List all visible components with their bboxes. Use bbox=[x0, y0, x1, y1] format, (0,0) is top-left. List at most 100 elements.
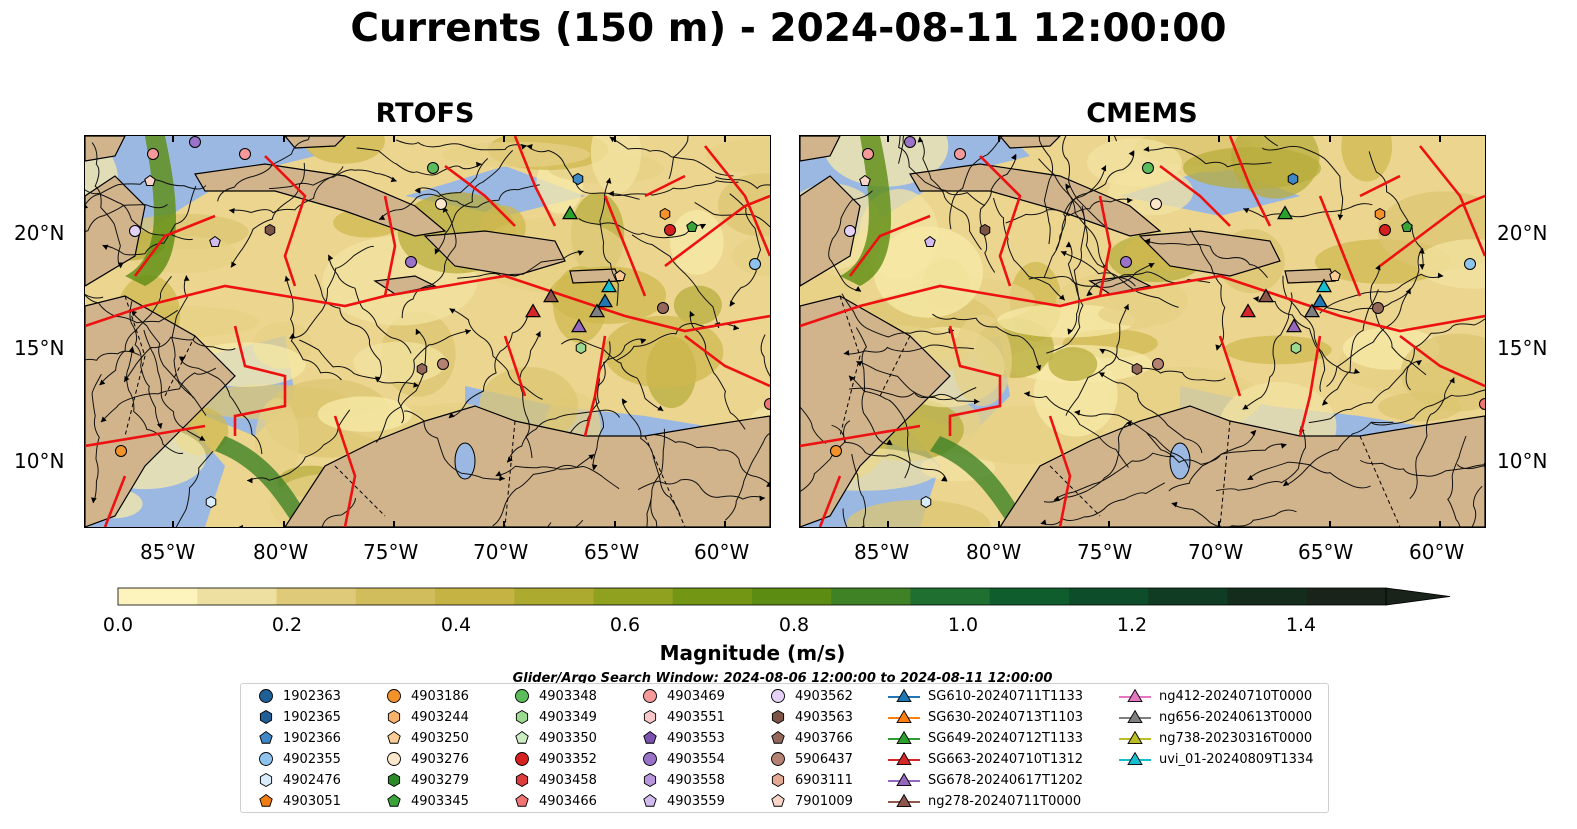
hexagon-marker-icon bbox=[387, 772, 401, 788]
magnitude-patch bbox=[1182, 147, 1322, 189]
legend-label: uvi_01-20240809T1334 bbox=[1159, 751, 1314, 767]
streamline-arrow-icon bbox=[1215, 344, 1221, 351]
land-mass bbox=[85, 136, 126, 162]
streamline-arrow-icon bbox=[1060, 250, 1067, 257]
argo-float-marker bbox=[657, 302, 669, 314]
eez-boundary bbox=[603, 195, 647, 297]
eez-boundary bbox=[85, 274, 770, 333]
streamline bbox=[457, 250, 584, 279]
colorbar-segment bbox=[672, 588, 753, 605]
streamline bbox=[1043, 165, 1107, 278]
streamline-arrow-icon bbox=[1035, 364, 1042, 371]
eez-boundary bbox=[848, 214, 931, 277]
streamline bbox=[1370, 389, 1485, 426]
pentagon-marker-icon bbox=[387, 793, 401, 807]
streamline bbox=[123, 336, 236, 383]
streamline-arrow-icon bbox=[657, 405, 664, 411]
streamline-arrow-icon bbox=[917, 136, 924, 143]
streamline bbox=[1046, 241, 1084, 354]
country-border bbox=[839, 295, 861, 437]
magnitude-patch bbox=[1341, 136, 1393, 182]
legend-label: 4903348 bbox=[539, 688, 597, 704]
streamline bbox=[91, 373, 102, 504]
streamline bbox=[179, 356, 263, 455]
streamline bbox=[1038, 158, 1108, 270]
legend-label: 4903349 bbox=[539, 709, 597, 725]
lon-label-70w-left: 70°W bbox=[473, 540, 529, 564]
streamline-arrow-icon bbox=[1010, 154, 1017, 161]
argo-float-marker bbox=[614, 269, 626, 281]
streamline-arrow-icon bbox=[465, 329, 471, 335]
glider-marker bbox=[1286, 318, 1302, 333]
legend-label: 1902363 bbox=[283, 688, 341, 704]
streamline-arrow-icon bbox=[199, 435, 206, 441]
legend-label: 4903458 bbox=[539, 772, 597, 788]
argo-float-marker bbox=[416, 362, 428, 376]
argo-float-marker bbox=[862, 148, 874, 160]
legend-label: 6903111 bbox=[795, 772, 853, 788]
streamline-arrow-icon bbox=[577, 250, 584, 256]
streamline bbox=[1242, 292, 1293, 410]
streamline-arrow-icon bbox=[476, 161, 482, 168]
argo-float-marker bbox=[979, 223, 991, 237]
lake bbox=[1169, 442, 1191, 480]
legend-label: ng738-20230316T0000 bbox=[1159, 730, 1313, 746]
eez-boundary bbox=[85, 424, 206, 448]
streamline-arrow-icon bbox=[229, 207, 235, 214]
streamline-arrow-icon bbox=[449, 308, 456, 314]
colorbar-segment bbox=[910, 588, 991, 605]
legend-label: 4903350 bbox=[539, 730, 597, 746]
pentagon-marker-icon bbox=[515, 730, 529, 744]
colorbar-tick-7: 1.4 bbox=[1285, 614, 1317, 636]
streamline bbox=[126, 346, 184, 454]
legend-entry: uvi_01-20240809T1334 bbox=[1117, 749, 1313, 769]
streamline-arrow-icon bbox=[766, 481, 770, 487]
streamline-arrow-icon bbox=[499, 475, 505, 482]
streamline bbox=[1369, 264, 1427, 376]
argo-float-marker bbox=[189, 136, 201, 148]
circle-marker-icon bbox=[643, 689, 657, 703]
streamline bbox=[1005, 198, 1133, 224]
country-border bbox=[124, 295, 146, 437]
streamline-arrow-icon bbox=[1065, 183, 1071, 190]
argo-float-marker bbox=[239, 148, 251, 160]
streamline bbox=[1247, 461, 1371, 489]
triangle-marker-icon bbox=[1119, 730, 1151, 745]
legend-entry: SG610-20240711T1133 bbox=[886, 686, 1083, 706]
eez-boundary bbox=[1318, 195, 1362, 297]
colorbar-segment bbox=[355, 588, 436, 605]
argo-float-marker bbox=[264, 223, 276, 237]
streamline bbox=[609, 136, 734, 177]
colorbar-segment bbox=[1148, 588, 1228, 605]
streamline-arrow-icon bbox=[1415, 360, 1422, 366]
streamline bbox=[1319, 273, 1444, 314]
streamline-arrow-icon bbox=[1065, 241, 1072, 248]
strong-current-band bbox=[930, 436, 1030, 527]
pentagon-marker-icon bbox=[771, 730, 785, 744]
lat-label-10n-right: 10°N bbox=[1497, 449, 1548, 473]
legend-entry: 4903350 bbox=[511, 728, 597, 748]
magnitude-patch bbox=[717, 173, 770, 237]
streamline bbox=[724, 432, 770, 521]
circle-marker-icon bbox=[387, 752, 401, 766]
pentagon-marker-icon bbox=[515, 793, 529, 807]
streamline bbox=[314, 274, 382, 383]
eez-boundary bbox=[800, 424, 921, 448]
legend-label: 4903562 bbox=[795, 688, 853, 704]
legend-entry: 4903562 bbox=[767, 686, 853, 706]
legend-label: 4903352 bbox=[539, 751, 597, 767]
argo-float-marker bbox=[844, 225, 856, 237]
eez-boundary bbox=[444, 164, 516, 227]
streamline bbox=[1146, 429, 1257, 465]
streamline-arrow-icon bbox=[605, 177, 612, 184]
eez-boundary bbox=[1379, 194, 1485, 268]
colorbar-label: Magnitude (m/s) bbox=[659, 641, 846, 665]
streamline bbox=[1447, 435, 1467, 527]
colorbar-tick-6: 1.2 bbox=[1116, 614, 1148, 636]
streamline-arrow-icon bbox=[1242, 404, 1249, 410]
legend-entry: SG663-20240710T1312 bbox=[886, 749, 1083, 769]
search-window-text: Glider/Argo Search Window: 2024-08-06 12… bbox=[512, 671, 1053, 686]
pentagon-marker-icon bbox=[643, 730, 657, 744]
legend-entry: ng278-20240711T0000 bbox=[886, 791, 1081, 811]
streamline-arrow-icon bbox=[434, 248, 440, 255]
